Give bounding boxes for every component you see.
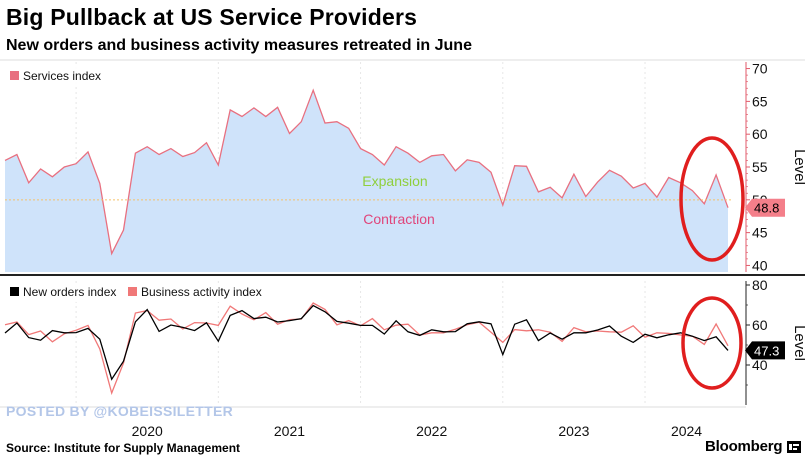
new-orders-last-value-label: 47.3 bbox=[754, 343, 779, 358]
bottom-y-tick-label: 80 bbox=[752, 277, 768, 293]
top-y-tick-label: 70 bbox=[752, 61, 768, 77]
x-axis-year-label: 2021 bbox=[274, 423, 305, 439]
services-area bbox=[5, 90, 728, 272]
x-axis-year-label: 2024 bbox=[671, 423, 702, 439]
new-orders-line bbox=[4, 304, 729, 381]
new-orders-last-value-tag bbox=[745, 341, 785, 360]
x-axis-year-label: 2020 bbox=[132, 423, 163, 439]
x-axis-year-label: 2023 bbox=[558, 423, 589, 439]
services-last-value-label: 48.8 bbox=[754, 201, 779, 216]
bottom-y-tick-label: 60 bbox=[752, 317, 768, 333]
business-activity-legend-label: Business activity index bbox=[141, 285, 262, 299]
business-activity-legend-swatch bbox=[128, 287, 137, 296]
bloomberg-terminal-icon bbox=[787, 441, 801, 453]
expansion-label: Expansion bbox=[362, 173, 427, 189]
bottom-annotation-circle bbox=[681, 296, 743, 390]
watermark-text: POSTED BY @KOBEISSILETTER bbox=[6, 403, 234, 419]
new-orders-legend-swatch bbox=[10, 287, 19, 296]
new-orders-legend-label: New orders index bbox=[23, 285, 116, 299]
top-y-tick-label: 40 bbox=[752, 257, 768, 273]
bottom-legend-box bbox=[5, 283, 273, 302]
services-legend-swatch bbox=[10, 71, 19, 80]
brand-logo-text: Bloomberg bbox=[705, 438, 783, 455]
top-legend-box bbox=[5, 67, 115, 86]
bottom-y-tick-label: 40 bbox=[752, 357, 768, 373]
top-y-tick-label: 55 bbox=[752, 159, 768, 175]
chart-subtitle: New orders and business activity measure… bbox=[6, 37, 472, 54]
top-y-axis-label: Level bbox=[791, 149, 805, 185]
services-line bbox=[4, 88, 729, 256]
top-annotation-circle bbox=[679, 136, 745, 262]
chart-title: Big Pullback at US Service Providers bbox=[6, 4, 418, 30]
services-last-value-tag bbox=[745, 198, 785, 217]
source-note: Source: Institute for Supply Management bbox=[6, 441, 241, 455]
top-y-tick-label: 45 bbox=[752, 225, 768, 241]
top-y-tick-label: 65 bbox=[752, 93, 768, 109]
x-axis-year-label: 2022 bbox=[416, 423, 447, 439]
services-legend-label: Services index bbox=[23, 69, 101, 83]
bottom-y-axis-label: Level bbox=[791, 325, 805, 361]
top-y-tick-label: 60 bbox=[752, 126, 768, 142]
contraction-label: Contraction bbox=[363, 211, 435, 227]
business-activity-line bbox=[4, 302, 729, 396]
